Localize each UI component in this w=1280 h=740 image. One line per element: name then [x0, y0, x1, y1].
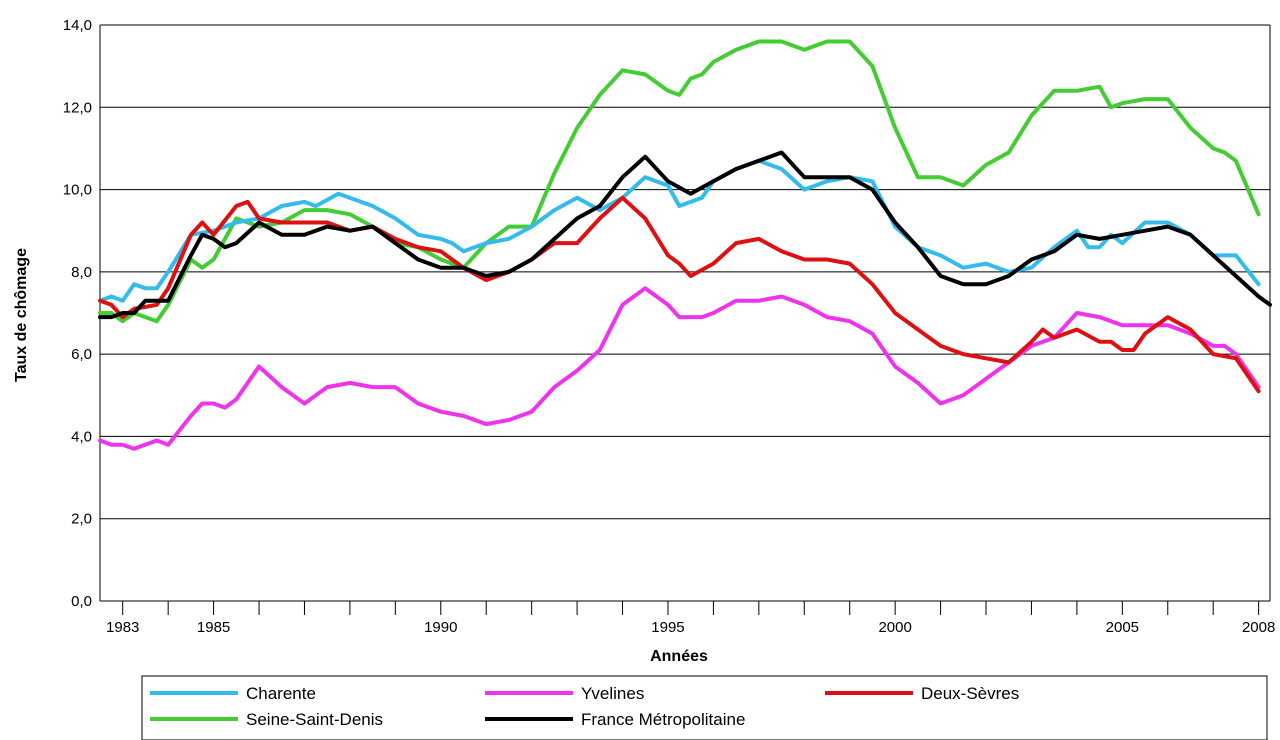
y-tick-label: 4,0 [71, 428, 92, 445]
series-lines [98, 39, 1272, 451]
x-tick-label: 1983 [106, 619, 139, 636]
x-tick-label: 2005 [1106, 619, 1139, 636]
series-line-yvelines [98, 286, 1261, 451]
x-tick-label: 1990 [424, 619, 457, 636]
y-tick-label: 0,0 [71, 593, 92, 610]
y-axis-label: Taux de chômage [13, 248, 30, 382]
legend-label: Charente [246, 684, 316, 703]
series-line-deux-s-vres [98, 195, 1261, 394]
y-tick-label: 6,0 [71, 346, 92, 363]
x-axis-label: Années [650, 648, 708, 665]
x-tick-label: 1985 [197, 619, 230, 636]
legend-label: Seine-Saint-Denis [246, 710, 383, 729]
y-tick-label: 14,0 [63, 17, 92, 34]
y-tick-label: 10,0 [63, 182, 92, 199]
x-tick-label: 1995 [651, 619, 684, 636]
legend-label: Yvelines [581, 684, 644, 703]
y-tick-label: 8,0 [71, 264, 92, 281]
x-axis: 1983 1985 1990 1995 2000 2005 2008 [106, 601, 1275, 636]
y-tick-label: 12,0 [63, 99, 92, 116]
y-tick-label: 2,0 [71, 511, 92, 528]
series-line-seine-saint-denis [98, 39, 1261, 324]
series-line-france-m-tropolitaine [98, 150, 1272, 320]
x-tick-label: 2000 [878, 619, 911, 636]
legend-label: France Métropolitaine [581, 710, 745, 729]
legend: Charente Yvelines Deux-Sèvres Seine-Saint-D… [141, 675, 1268, 740]
y-tick-labels: 0,0 2,0 4,0 6,0 8,0 10,0 12,0 14,0 [63, 17, 92, 610]
x-tick-label: 2008 [1242, 619, 1275, 636]
legend-box [141, 675, 1268, 740]
legend-label: Deux-Sèvres [921, 684, 1019, 703]
